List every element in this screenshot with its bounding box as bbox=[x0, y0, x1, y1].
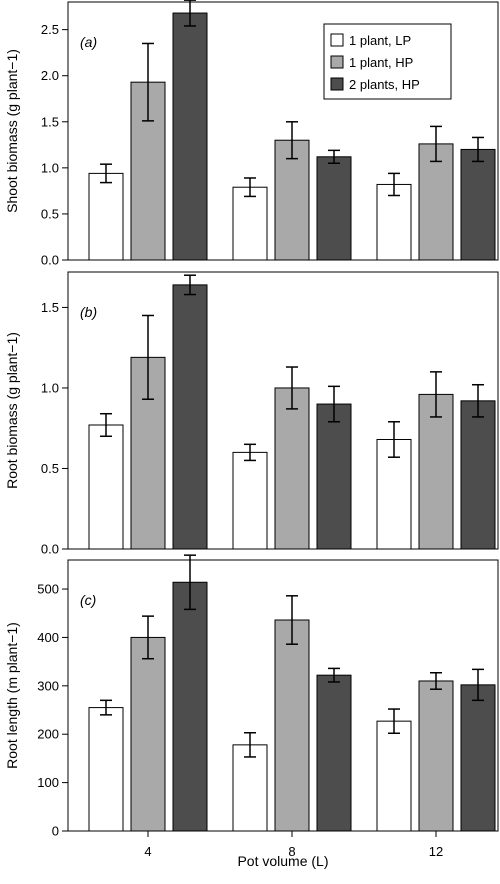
y-tick-label: 2.0 bbox=[41, 68, 59, 83]
bar bbox=[172, 581, 208, 832]
y-axis-title: Root biomass (g plant−1) bbox=[4, 332, 20, 489]
y-tick-label: 500 bbox=[37, 582, 59, 597]
y-tick-label: 0.5 bbox=[41, 461, 59, 476]
y-tick-label: 1.0 bbox=[41, 160, 59, 175]
panel-label: (c) bbox=[80, 592, 96, 608]
panel-label: (a) bbox=[80, 34, 97, 50]
bar bbox=[274, 139, 310, 261]
bar bbox=[172, 12, 208, 261]
legend-swatch bbox=[330, 55, 344, 69]
panel-a: 0.0 0.5 1.0 1.5 2.0 2.5 Shoot biomass (g plant… bbox=[4, 0, 499, 268]
y-tick-label: 2.5 bbox=[41, 22, 59, 37]
x-tick-label: 4 bbox=[144, 844, 151, 859]
y-tick-label: 100 bbox=[37, 775, 59, 790]
bar bbox=[232, 451, 268, 550]
bar bbox=[460, 148, 496, 261]
legend: 1 plant, LP 1 plant, HP 2 plants, HP bbox=[323, 23, 452, 100]
legend-swatch bbox=[330, 33, 344, 47]
y-tick-label: 200 bbox=[37, 727, 59, 742]
legend-swatch bbox=[330, 77, 344, 91]
bar bbox=[376, 720, 412, 832]
y-axis-title: Shoot biomass (g plant−1) bbox=[4, 49, 20, 213]
panel-b: 0.0 0.5 1.0 1.5 Root biomass (g plant−1) (b) bbox=[4, 271, 499, 557]
x-tick-label: 8 bbox=[288, 844, 295, 859]
bar bbox=[88, 172, 124, 261]
legend-label: 2 plants, HP bbox=[349, 77, 420, 92]
bar bbox=[232, 744, 268, 832]
bar bbox=[418, 680, 454, 832]
y-tick-label: 0.5 bbox=[41, 206, 59, 221]
bar bbox=[316, 674, 352, 832]
bar bbox=[130, 636, 166, 832]
x-tick-label: 12 bbox=[429, 844, 443, 859]
bar bbox=[274, 619, 310, 832]
bar bbox=[88, 707, 124, 832]
y-tick-label: 1.5 bbox=[41, 300, 59, 315]
y-tick-label: 400 bbox=[37, 630, 59, 645]
bar bbox=[460, 684, 496, 832]
bar bbox=[88, 424, 124, 550]
legend-label: 1 plant, LP bbox=[349, 33, 411, 48]
legend-box bbox=[323, 23, 452, 100]
x-axis-title: Pot volume (L) bbox=[237, 853, 328, 869]
y-tick-label: 300 bbox=[37, 678, 59, 693]
panel-c: 0 100 200 300 400 500 Root length (m plant−1) (… bbox=[4, 554, 499, 869]
bar bbox=[172, 284, 208, 550]
y-tick-label: 1.5 bbox=[41, 114, 59, 129]
y-tick-label: 0 bbox=[52, 824, 59, 839]
y-tick-label: 0.0 bbox=[41, 542, 59, 557]
y-axis-title: Root length (m plant−1) bbox=[4, 622, 20, 769]
y-tick-label: 1.0 bbox=[41, 380, 59, 395]
bar bbox=[316, 403, 352, 550]
bar bbox=[274, 387, 310, 550]
bar bbox=[460, 400, 496, 550]
y-tick-label: 0.0 bbox=[41, 253, 59, 268]
bar bbox=[232, 186, 268, 261]
legend-label: 1 plant, HP bbox=[349, 55, 413, 70]
panel-label: (b) bbox=[80, 304, 97, 320]
bar bbox=[316, 156, 352, 261]
